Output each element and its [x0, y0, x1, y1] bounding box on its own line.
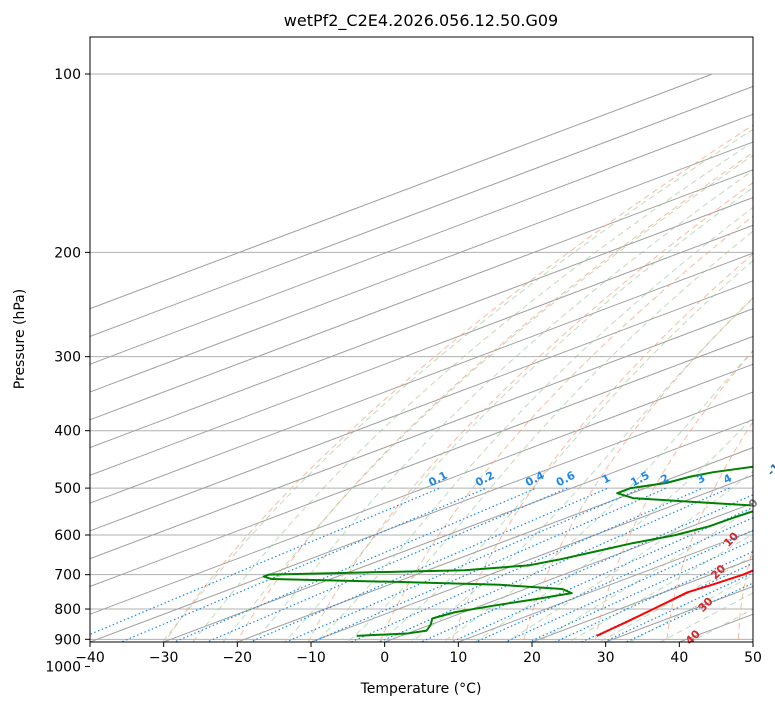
y-tick-label: 200 — [54, 245, 81, 261]
x-tick-label: −20 — [223, 650, 253, 666]
y-tick-label: 900 — [54, 632, 81, 648]
y-axis-label: Pressure (hPa) — [12, 289, 28, 389]
x-axis-label: Temperature (°C) — [360, 681, 482, 697]
x-tick-label: 10 — [449, 650, 467, 666]
y-tick-label: 700 — [54, 568, 81, 584]
x-tick-label: 0 — [380, 650, 389, 666]
y-tick-label: 300 — [54, 350, 81, 366]
y-tick-label: 400 — [54, 424, 81, 440]
y-tick-label: 100 — [54, 67, 81, 83]
x-tick-label: −10 — [296, 650, 326, 666]
x-tick-label: 40 — [670, 650, 688, 666]
x-tick-label: 20 — [523, 650, 541, 666]
x-tick-label: 30 — [597, 650, 615, 666]
x-tick-label: 50 — [744, 650, 762, 666]
y-tick-label: 800 — [54, 602, 81, 618]
y-tick-label: 500 — [54, 481, 81, 497]
chart-title: wetPf2_C2E4.2026.056.12.50.G09 — [284, 11, 558, 31]
y-tick-label: 600 — [54, 528, 81, 544]
y-tick-label: 1000 — [45, 659, 81, 675]
x-tick-label: −30 — [149, 650, 179, 666]
